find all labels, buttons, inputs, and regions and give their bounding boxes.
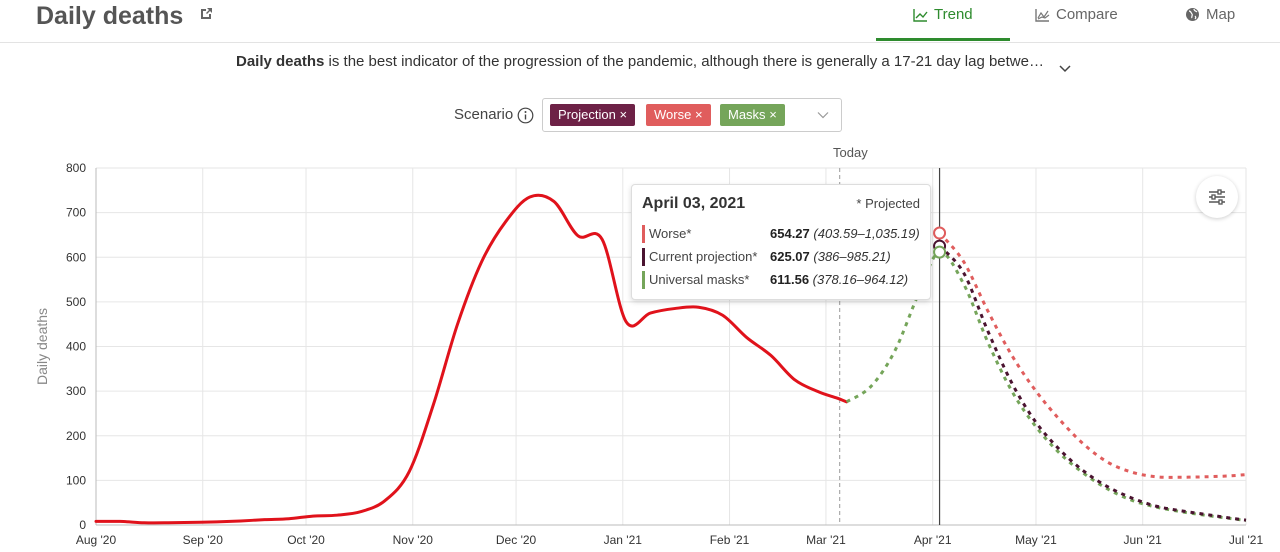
chart-settings-button[interactable] bbox=[1196, 176, 1238, 218]
remove-icon[interactable]: × bbox=[769, 107, 777, 122]
scenario-label: Scenario bbox=[454, 106, 514, 123]
tooltip-row-worse: Worse* 654.27 (403.59–1,035.19) bbox=[642, 224, 926, 244]
x-tick-label: Mar '21 bbox=[806, 533, 846, 547]
chip-label: Projection bbox=[558, 107, 616, 122]
tab-compare[interactable]: Compare bbox=[1035, 6, 1118, 23]
remove-icon[interactable]: × bbox=[619, 107, 628, 122]
tooltip-series-name: Universal masks* bbox=[649, 272, 750, 287]
today-label: Today bbox=[833, 145, 868, 160]
y-tick-label: 700 bbox=[66, 206, 86, 220]
current-projection-line bbox=[938, 245, 1247, 522]
y-tick-label: 800 bbox=[66, 161, 86, 175]
tab-map-label: Map bbox=[1206, 6, 1236, 23]
series-color-marker bbox=[642, 271, 645, 289]
remove-icon[interactable]: × bbox=[694, 107, 703, 122]
y-tick-label: 0 bbox=[79, 518, 86, 532]
value: 654.27 bbox=[770, 226, 810, 241]
chevron-down-icon[interactable] bbox=[817, 109, 829, 121]
page-header: Daily deaths Trend Compare Map bbox=[0, 0, 1280, 43]
description-text: is the best indicator of the progression… bbox=[324, 53, 1044, 70]
x-tick-label: Aug '20 bbox=[76, 533, 117, 547]
value: 625.07 bbox=[770, 249, 810, 264]
tooltip-series-value: 611.56 (378.16–964.12) bbox=[770, 270, 908, 290]
chart-tooltip: April 03, 2021 * Projected Worse* 654.27… bbox=[631, 184, 931, 300]
observed-deaths-line bbox=[94, 193, 849, 525]
x-tick-label: Sep '20 bbox=[183, 533, 224, 547]
range: (386–985.21) bbox=[813, 249, 891, 264]
x-tick-label: Feb '21 bbox=[710, 533, 750, 547]
value: 611.56 bbox=[770, 272, 810, 287]
scenario-select[interactable]: Projection × Worse × Masks × bbox=[542, 98, 842, 132]
trend-line-icon bbox=[913, 8, 928, 22]
tooltip-row-masks: Universal masks* 611.56 (378.16–964.12) bbox=[642, 270, 926, 290]
external-link-icon[interactable] bbox=[198, 6, 214, 22]
y-tick-label: 300 bbox=[66, 384, 86, 398]
compare-chart-icon bbox=[1035, 8, 1050, 22]
y-tick-label: 100 bbox=[66, 473, 86, 487]
scenario-chip-projection[interactable]: Projection × bbox=[550, 104, 636, 126]
range: (403.59–1,035.19) bbox=[813, 226, 920, 241]
x-tick-label: Oct '20 bbox=[287, 533, 325, 547]
x-tick-label: Apr '21 bbox=[914, 533, 952, 547]
globe-icon bbox=[1186, 8, 1199, 21]
tab-trend-label: Trend bbox=[934, 6, 973, 23]
tab-map[interactable]: Map bbox=[1185, 6, 1235, 23]
tooltip-series-name: Worse* bbox=[649, 226, 692, 241]
tooltip-series-value: 654.27 (403.59–1,035.19) bbox=[770, 224, 920, 244]
x-tick-label: May '21 bbox=[1015, 533, 1057, 547]
page-title: Daily deaths bbox=[36, 2, 184, 30]
series-color-marker bbox=[642, 248, 645, 266]
y-tick-label: 500 bbox=[66, 295, 86, 309]
description-bold: Daily deaths bbox=[236, 53, 325, 70]
tab-trend[interactable]: Trend bbox=[913, 6, 973, 23]
y-tick-label: 200 bbox=[66, 429, 86, 443]
chip-label: Worse bbox=[654, 107, 692, 122]
masks-hover-marker bbox=[933, 245, 947, 259]
x-tick-label: Jan '21 bbox=[604, 533, 643, 547]
active-tab-indicator bbox=[876, 38, 1010, 41]
tooltip-date: April 03, 2021 bbox=[642, 195, 746, 212]
worse-projection-line bbox=[938, 232, 1247, 479]
x-tick-label: Jun '21 bbox=[1124, 533, 1163, 547]
tooltip-series-value: 625.07 (386–985.21) bbox=[770, 247, 891, 267]
tooltip-row-projection: Current projection* 625.07 (386–985.21) bbox=[642, 247, 926, 267]
tooltip-note: * Projected bbox=[856, 196, 920, 211]
info-icon[interactable] bbox=[517, 107, 534, 124]
y-tick-label: 600 bbox=[66, 250, 86, 264]
x-tick-label: Dec '20 bbox=[496, 533, 537, 547]
chip-label: Masks bbox=[728, 107, 766, 122]
x-tick-label: Jul '21 bbox=[1229, 533, 1264, 547]
tab-compare-label: Compare bbox=[1056, 6, 1118, 23]
description: Daily deaths is the best indicator of th… bbox=[0, 53, 1280, 70]
scenario-chip-masks[interactable]: Masks × bbox=[720, 104, 785, 126]
x-tick-label: Nov '20 bbox=[393, 533, 434, 547]
sliders-icon bbox=[1209, 189, 1225, 205]
series-color-marker bbox=[642, 225, 645, 243]
y-tick-label: 400 bbox=[66, 340, 86, 354]
range: (378.16–964.12) bbox=[812, 272, 909, 287]
chevron-down-icon[interactable] bbox=[1058, 62, 1072, 76]
y-axis-label: Daily deaths bbox=[34, 308, 50, 385]
scenario-chip-worse[interactable]: Worse × bbox=[646, 104, 711, 126]
tooltip-series-name: Current projection* bbox=[649, 249, 758, 264]
worse-hover-marker bbox=[933, 226, 947, 240]
